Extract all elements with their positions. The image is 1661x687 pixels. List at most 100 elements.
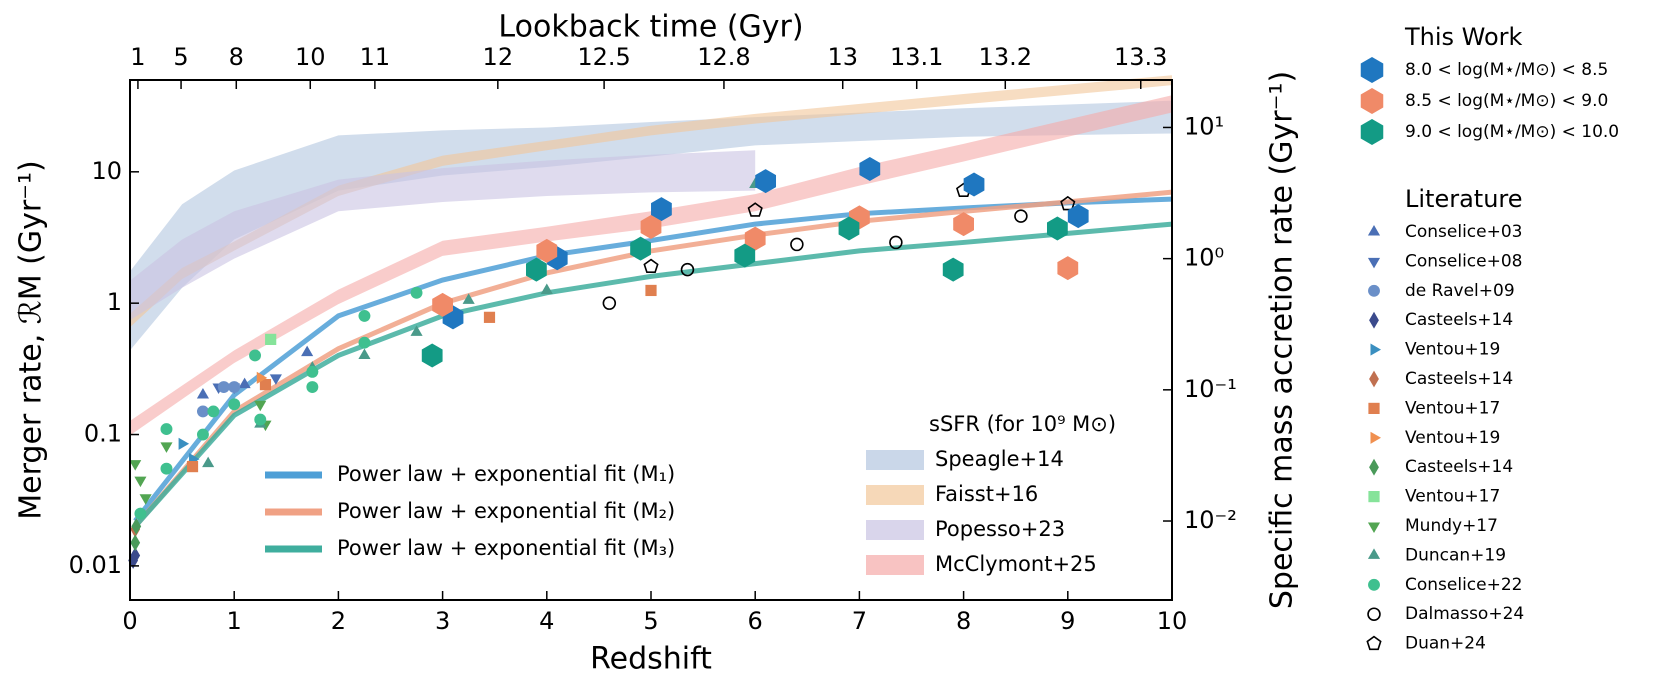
literature-point [269,374,282,385]
literature-point [134,476,147,488]
literature-point [249,349,261,362]
literature-point [643,258,659,274]
legend-marker [1360,88,1384,114]
literature-point [306,381,319,393]
literature-point [131,517,142,535]
x-axis-label: Redshift [590,642,712,677]
legend-marker [1368,284,1380,297]
literature-point [1014,209,1028,223]
x2-tick-label: 13.3 [1114,43,1167,71]
x-tick-label: 5 [643,607,658,635]
top-axis-label: Lookback time (Gyr) [498,10,803,45]
legend-marker [1369,311,1379,329]
x2-tick-label: 12 [483,43,514,71]
legend-label: 9.0 < log(M⋆/M⊙) < 10.0 [1405,122,1619,142]
x-tick-label: 9 [1060,607,1075,635]
literature-point [410,325,423,336]
legend-label: Ventou+19 [1405,340,1500,360]
x-tick-label: 7 [852,607,867,635]
legend-label: Power law + exponential fit (M₂) [337,499,675,523]
this-work-point [744,226,766,251]
y2-tick-label: 10¹ [1184,112,1224,140]
x2-tick-label: 1 [130,43,145,71]
this-work-point [953,212,974,237]
literature-point [1060,195,1076,211]
legend-label: Faisst+16 [935,482,1038,506]
literature-point [889,235,903,250]
literature-point [358,309,371,322]
y2-tick-label: 10⁻² [1184,506,1237,534]
this-work-point [963,172,985,197]
x2-tick-label: 13.1 [890,43,943,71]
x2-tick-label: 5 [173,43,188,71]
legend-title: Literature [1405,185,1523,213]
legend-label: Conselice+03 [1405,222,1523,242]
x-tick-label: 3 [435,607,450,635]
legend-label: Casteels+14 [1405,310,1513,330]
literature-point [790,237,804,252]
y-tick-label: 1 [107,288,122,316]
x2-tick-label: 13.2 [979,43,1032,71]
legend-label: Conselice+22 [1405,575,1523,595]
literature-point [130,547,141,564]
this-work-point [651,197,672,222]
literature-point [259,378,272,391]
literature-point [238,377,251,389]
literature-point [160,423,173,436]
x2-tick-label: 12.5 [577,43,630,71]
x2-tick-label: 8 [229,43,244,71]
legend-marker [1368,491,1380,503]
literature-point [217,381,230,393]
y2-tick-label: 10⁰ [1184,244,1224,272]
literature-point [358,336,371,349]
this-work-point [859,157,881,182]
legend-marker [1367,607,1381,621]
x2-tick-label: 10 [295,43,326,71]
literature-point [207,405,220,418]
literature-point [228,398,241,411]
legend-label: Ventou+17 [1405,398,1500,418]
this-work-point [942,257,964,282]
legend-label: 8.0 < log(M⋆/M⊙) < 8.5 [1405,60,1608,80]
literature-point [306,365,319,378]
legend-marker [1360,57,1384,83]
legend-label: Duncan+19 [1405,545,1506,565]
y-tick-label: 0.01 [69,551,122,579]
literature-point [134,507,147,520]
legend-swatch [866,450,924,470]
legend-marker [1366,635,1382,651]
literature-point [602,296,617,310]
literature-point [130,534,141,552]
literature-point [202,456,215,468]
x-tick-label: 4 [539,607,554,635]
literature-point [160,462,173,475]
literature-point [186,461,199,473]
this-work-point [421,343,443,368]
legend-label: Duan+24 [1405,634,1486,654]
legend-label: Speagle+14 [935,447,1064,471]
this-work-point [525,257,547,282]
plot-area [128,75,1173,569]
y2-axis-label: Specific mass accretion rate (Gyr⁻¹) [1265,71,1300,609]
ssfr-band [130,150,756,321]
this-work-point [432,292,453,317]
ssfr-band [130,95,1172,436]
this-work-point [1067,204,1089,229]
literature-point [747,202,763,217]
this-work-point [536,238,558,263]
legend-label: Popesso+23 [935,517,1065,541]
ssfr-band [130,100,1172,351]
literature-point [178,437,190,450]
literature-point [410,286,423,299]
x-tick-label: 8 [956,607,971,635]
this-work-point [1057,256,1079,281]
y-tick-label: 0.1 [84,420,122,448]
legend-title: sSFR (for 10⁹ M⊙) [929,412,1116,436]
legend-swatch [866,555,924,575]
legend-label: Casteels+14 [1405,369,1513,389]
x2-tick-label: 12.8 [697,43,750,71]
legend-label: Conselice+08 [1405,251,1523,271]
legend-label: Power law + exponential fit (M₃) [337,536,675,560]
literature-point [228,381,241,393]
